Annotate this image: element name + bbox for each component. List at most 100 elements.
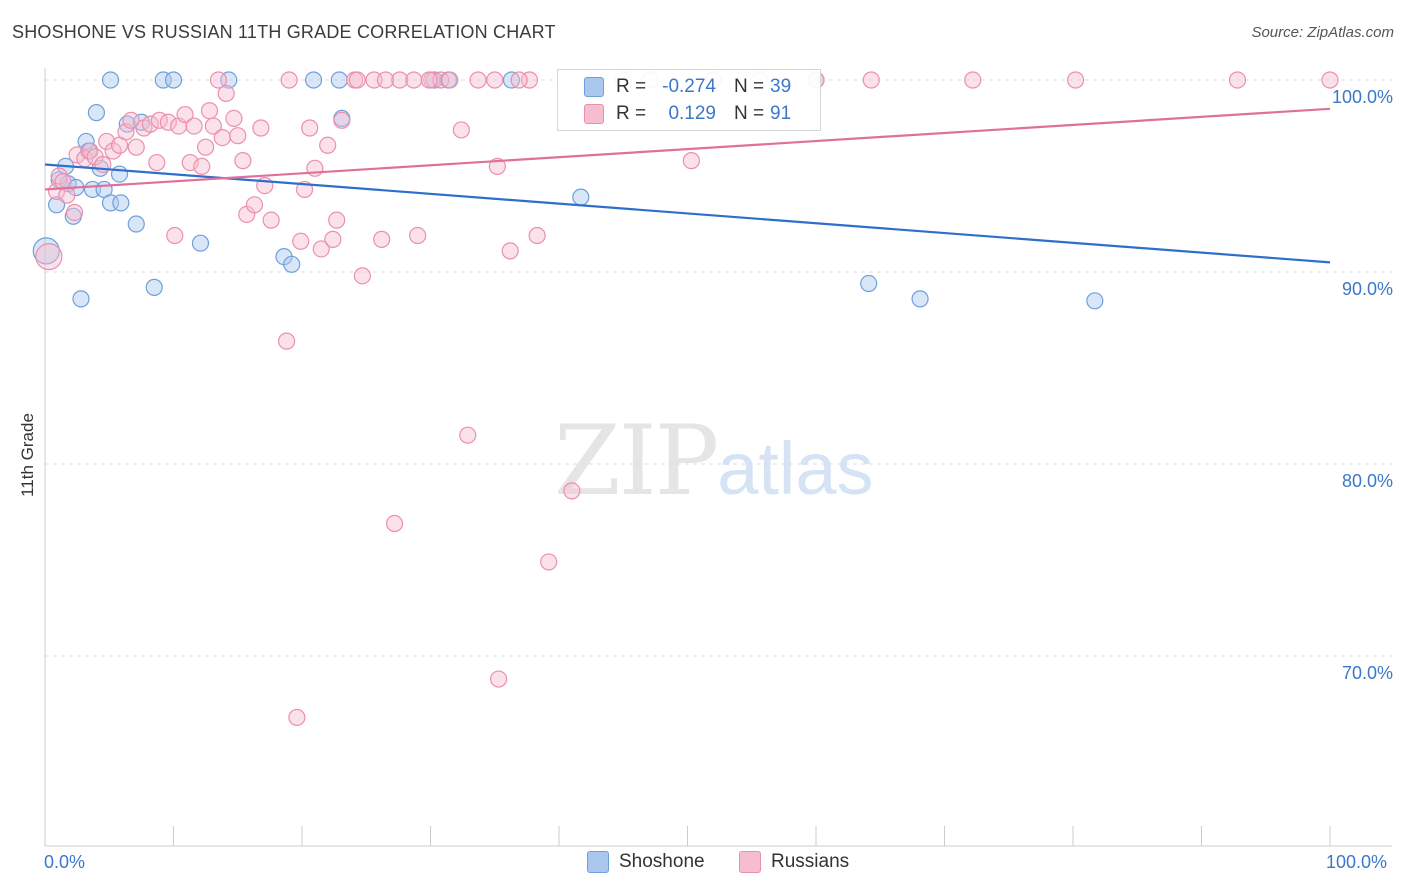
scatter-point-russians xyxy=(486,71,504,89)
legend-n-label: N = xyxy=(734,103,765,124)
x-tick-label-max: 100.0% xyxy=(1326,852,1388,872)
scatter-point-russians xyxy=(862,71,880,89)
legend-swatch-shoshone xyxy=(584,77,604,97)
scatter-point-russians xyxy=(148,153,166,172)
scatter-point-russians xyxy=(312,240,330,258)
scatter-point-russians xyxy=(540,553,558,571)
scatter-point-russians xyxy=(459,426,477,444)
scatter-point-shoshone xyxy=(1086,292,1104,310)
source-credit: Source: ZipAtlas.com xyxy=(1251,24,1394,41)
scatter-point-russians xyxy=(373,230,391,248)
y-tick-label: 70.0% xyxy=(1342,663,1393,683)
scatter-point-shoshone xyxy=(860,274,878,293)
scatter-point-russians xyxy=(348,71,366,89)
legend-n-value: 39 xyxy=(770,76,792,97)
scatter-point-russians xyxy=(193,157,211,175)
scatter-point-russians xyxy=(122,111,140,129)
series-swatch-russians xyxy=(739,851,761,873)
scatter-point-shoshone xyxy=(164,71,183,89)
scatter-point-russians xyxy=(159,113,177,131)
legend-n-value: 91 xyxy=(770,103,792,124)
y-axis-label: 11th Grade xyxy=(18,413,37,497)
scatter-point-russians xyxy=(234,152,252,170)
scatter-point-russians xyxy=(501,242,519,260)
scatter-point-russians xyxy=(213,129,231,147)
scatter-point-russians xyxy=(385,514,404,533)
scatter-point-russians xyxy=(98,132,116,151)
scatter-point-russians xyxy=(68,146,86,164)
scatter-point-russians xyxy=(54,173,72,191)
legend-r-label: R = xyxy=(616,76,647,97)
scatter-point-russians xyxy=(563,482,581,500)
trend-line-russians xyxy=(44,107,1331,191)
scatter-point-shoshone xyxy=(304,71,323,89)
scatter-point-shoshone xyxy=(72,290,90,308)
series-name-shoshone: Shoshone xyxy=(619,851,705,872)
scatter-point-russians xyxy=(301,119,319,137)
series-legend-russians: Russians xyxy=(739,851,849,873)
scatter-point-russians xyxy=(209,71,228,89)
scatter-point-russians xyxy=(217,84,235,103)
scatter-point-shoshone xyxy=(110,165,129,183)
scatter-point-russians xyxy=(1228,71,1247,89)
scatter-point-russians xyxy=(166,226,184,245)
stats-legend: R = -0.274 N = 39 R = 0.129 N = 91 xyxy=(557,69,821,131)
scatter-point-russians xyxy=(65,203,84,222)
chart-title: SHOSHONE VS RUSSIAN 11TH GRADE CORRELATI… xyxy=(12,22,556,42)
series-name-russians: Russians xyxy=(771,851,850,872)
scatter-point-russians xyxy=(409,226,427,245)
scatter-point-shoshone xyxy=(112,194,130,212)
scatter-point-russians xyxy=(405,71,423,89)
scatter-point-russians xyxy=(333,111,351,129)
scatter-point-russians xyxy=(391,71,409,89)
legend-n-label: N = xyxy=(734,76,765,97)
y-tick-label: 90.0% xyxy=(1342,279,1393,299)
scatter-point-russians xyxy=(964,71,982,89)
scatter-point-russians xyxy=(288,708,306,727)
scatter-point-russians xyxy=(376,71,395,89)
series-swatch-shoshone xyxy=(587,851,609,873)
scatter-point-russians xyxy=(245,196,264,214)
scatter-point-russians xyxy=(328,211,346,229)
y-tick-label: 80.0% xyxy=(1342,471,1393,491)
scatter-point-russians xyxy=(490,670,508,688)
scatter-point-russians xyxy=(204,117,222,135)
scatter-point-shoshone xyxy=(127,215,145,233)
trend-line-shoshone xyxy=(44,163,1331,264)
scatter-point-russians xyxy=(252,119,270,137)
scatter-point-shoshone xyxy=(330,71,348,89)
scatter-point-russians xyxy=(528,226,546,245)
scatter-point-shoshone xyxy=(283,255,301,273)
scatter-point-shoshone xyxy=(101,71,120,89)
y-tick-label: 100.0% xyxy=(1332,87,1393,107)
scatter-point-russians xyxy=(682,152,700,170)
scatter-point-russians xyxy=(35,243,63,271)
scatter-point-russians xyxy=(262,211,280,229)
scatter-point-russians xyxy=(420,71,438,89)
legend-r-value: -0.274 xyxy=(662,76,716,97)
watermark-atlas: atlas xyxy=(717,427,874,510)
scatter-point-shoshone xyxy=(145,278,163,296)
scatter-point-russians xyxy=(277,332,296,350)
scatter-point-russians xyxy=(469,71,487,89)
scatter-point-russians xyxy=(225,109,243,128)
scatter-point-shoshone xyxy=(911,290,929,308)
scatter-point-shoshone xyxy=(87,104,106,122)
scatter-point-russians xyxy=(510,71,528,89)
scatter-point-russians xyxy=(185,117,203,135)
scatter-point-russians xyxy=(1066,71,1085,89)
scatter-point-russians xyxy=(452,121,470,139)
watermark: ZIPatlas xyxy=(554,405,874,517)
scatter-point-russians xyxy=(229,127,247,145)
legend-r-value: 0.129 xyxy=(668,103,716,124)
scatter-point-russians xyxy=(58,186,76,204)
scatter-point-russians xyxy=(200,102,219,120)
x-tick-label-min: 0.0% xyxy=(44,852,86,872)
scatter-point-russians xyxy=(441,71,459,89)
scatter-point-russians xyxy=(141,115,159,133)
scatter-point-russians xyxy=(324,230,342,248)
scatter-point-russians xyxy=(292,232,310,250)
scatter-point-russians xyxy=(127,138,145,156)
scatter-point-shoshone xyxy=(77,132,95,151)
scatter-point-russians xyxy=(319,136,337,154)
